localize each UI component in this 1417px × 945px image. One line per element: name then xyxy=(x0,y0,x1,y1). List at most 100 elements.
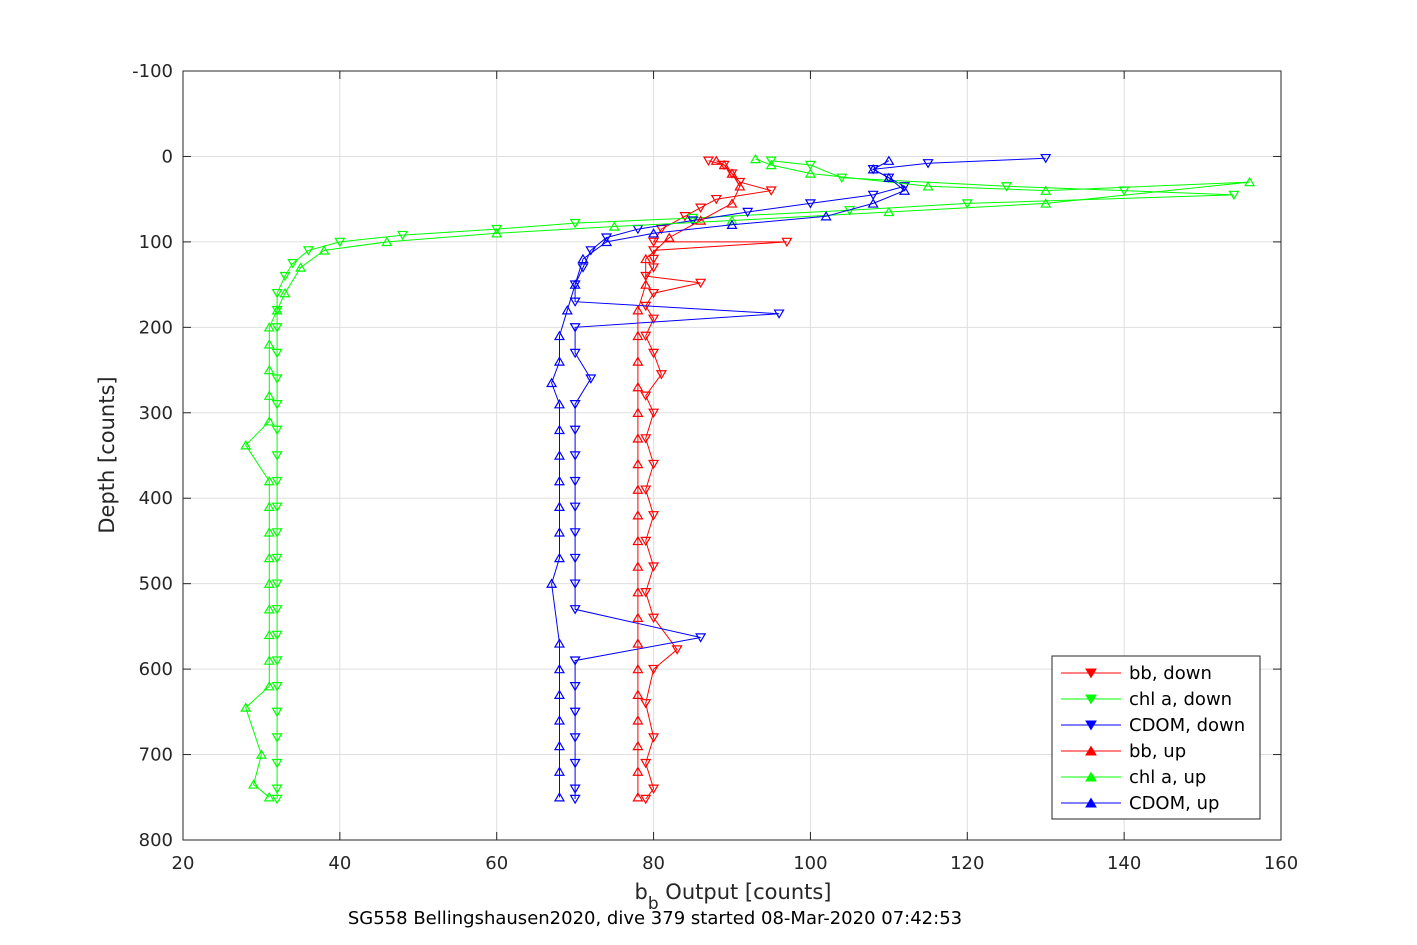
data-point xyxy=(726,168,738,178)
data-point xyxy=(1228,190,1240,201)
data-point xyxy=(318,245,330,255)
data-point xyxy=(248,779,260,789)
data-point xyxy=(271,630,283,641)
plot-frame xyxy=(182,70,1282,841)
series-3 xyxy=(632,155,746,802)
data-point xyxy=(569,218,581,229)
legend-label: chl a, down xyxy=(1129,689,1232,710)
x-axis-label: bb Output [counts] xyxy=(634,880,831,914)
data-point xyxy=(648,459,660,470)
data-point xyxy=(632,510,644,520)
data-point xyxy=(742,207,754,218)
data-point xyxy=(553,689,566,699)
figure-caption: SG558 Bellingshausen2020, dive 379 start… xyxy=(348,908,962,929)
data-point xyxy=(263,792,275,802)
data-point xyxy=(271,425,283,436)
data-point xyxy=(640,536,652,547)
data-point xyxy=(726,215,738,225)
data-point xyxy=(302,246,315,256)
y-tick-label: 300 xyxy=(139,403,173,424)
data-point xyxy=(263,604,275,614)
x-tick-label: 60 xyxy=(485,853,508,874)
data-point xyxy=(702,156,715,166)
data-point xyxy=(553,766,566,776)
data-point xyxy=(1000,182,1013,192)
data-point xyxy=(271,758,283,769)
data-point xyxy=(263,322,275,332)
data-point xyxy=(553,450,566,460)
data-point xyxy=(553,356,566,366)
data-point xyxy=(632,586,644,597)
data-point xyxy=(569,528,581,538)
legend-marker xyxy=(1085,745,1097,756)
data-point xyxy=(263,680,275,691)
series-2 xyxy=(569,153,1052,805)
data-point xyxy=(569,784,581,794)
data-point xyxy=(271,553,283,564)
data-point xyxy=(648,348,660,359)
data-point xyxy=(553,715,566,725)
data-point xyxy=(804,160,816,171)
y-tick-label: 200 xyxy=(139,317,173,338)
data-point xyxy=(726,198,738,208)
data-point xyxy=(263,629,275,640)
data-point xyxy=(553,330,566,341)
data-point xyxy=(632,305,644,315)
series-0 xyxy=(640,156,793,805)
data-point xyxy=(279,271,291,282)
data-point xyxy=(600,236,613,247)
data-point xyxy=(648,228,660,238)
data-point xyxy=(255,749,267,759)
data-point xyxy=(1040,185,1052,195)
data-point xyxy=(804,199,816,209)
data-point xyxy=(600,233,613,243)
data-point xyxy=(648,246,660,256)
data-point xyxy=(569,425,581,436)
data-point xyxy=(632,535,644,546)
data-point xyxy=(553,638,566,648)
data-point xyxy=(898,182,911,192)
x-tick-label: 120 xyxy=(950,853,984,874)
series-4 xyxy=(240,153,1256,802)
data-point xyxy=(569,451,581,461)
series-line xyxy=(245,158,1250,798)
y-tick-label: 500 xyxy=(139,574,173,595)
data-point xyxy=(655,370,667,380)
data-point xyxy=(271,400,283,410)
y-axis-label: Depth [counts] xyxy=(95,376,119,533)
data-point xyxy=(491,228,503,238)
data-point xyxy=(553,424,566,435)
series-5 xyxy=(546,155,911,802)
data-point xyxy=(648,314,660,325)
series-line xyxy=(276,160,1234,799)
data-point xyxy=(804,168,816,178)
data-point xyxy=(569,758,581,769)
data-point xyxy=(640,699,652,709)
data-point xyxy=(632,740,644,751)
data-point xyxy=(898,185,911,195)
data-point xyxy=(271,476,283,487)
data-point xyxy=(718,159,730,170)
data-point xyxy=(553,527,566,537)
data-point xyxy=(271,605,283,615)
data-point xyxy=(334,237,346,248)
data-point xyxy=(632,330,644,341)
data-point xyxy=(240,702,252,712)
data-point xyxy=(648,784,660,794)
data-point xyxy=(271,656,283,666)
data-point xyxy=(695,203,707,213)
legend-marker xyxy=(1085,668,1097,679)
data-point xyxy=(883,206,895,217)
data-point xyxy=(271,502,283,513)
y-tick-label: 800 xyxy=(139,830,173,851)
data-point xyxy=(271,348,283,359)
data-point xyxy=(632,766,644,776)
data-point xyxy=(561,305,573,315)
data-point xyxy=(765,186,777,196)
series-1 xyxy=(271,156,1240,805)
data-point xyxy=(687,213,699,224)
data-point xyxy=(271,305,283,315)
data-point xyxy=(271,451,283,461)
x-tick-label: 100 xyxy=(793,853,827,874)
